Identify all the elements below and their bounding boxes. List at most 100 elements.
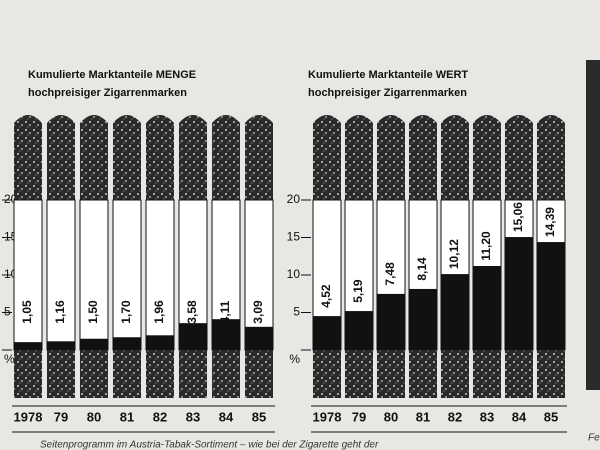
chart-title: Kumulierte Marktanteile WERT bbox=[308, 69, 468, 81]
cigar-bottom bbox=[14, 350, 42, 398]
x-tick-label: 79 bbox=[54, 409, 68, 424]
value-label: 1,05 bbox=[20, 300, 34, 324]
value-label: 15,06 bbox=[511, 202, 525, 232]
bar bbox=[47, 341, 75, 350]
bar bbox=[473, 266, 501, 350]
value-label: 1,50 bbox=[86, 300, 100, 324]
bar bbox=[179, 323, 207, 350]
bar bbox=[537, 242, 565, 350]
bar bbox=[441, 274, 469, 350]
cigar-top bbox=[313, 115, 341, 200]
bar bbox=[212, 319, 240, 350]
cigar-bottom bbox=[441, 350, 469, 398]
cigar-top bbox=[441, 115, 469, 200]
cigar-top bbox=[113, 115, 141, 200]
value-label: 7,48 bbox=[383, 262, 397, 286]
cigar-top bbox=[14, 115, 42, 200]
y-tick-label: 5 bbox=[293, 305, 300, 319]
x-tick-label: 83 bbox=[186, 409, 200, 424]
cigar-top bbox=[146, 115, 174, 200]
cigar-bottom bbox=[537, 350, 565, 398]
value-label: 1,70 bbox=[119, 300, 133, 324]
cigar-band bbox=[46, 199, 76, 351]
cigar-bottom bbox=[80, 350, 108, 398]
cigar-band bbox=[112, 199, 142, 351]
value-label: 4,11 bbox=[218, 300, 232, 323]
x-tick-label: 81 bbox=[416, 409, 430, 424]
y-tick-label: 15 bbox=[287, 230, 301, 244]
cigar-bottom bbox=[377, 350, 405, 398]
x-tick-label: 81 bbox=[120, 409, 134, 424]
value-label: 11,20 bbox=[479, 231, 493, 261]
x-tick-label: 1978 bbox=[313, 409, 342, 424]
cigar-bottom bbox=[212, 350, 240, 398]
cigar-top bbox=[505, 115, 533, 200]
value-label: 8,14 bbox=[415, 257, 429, 281]
side-text: Fe bbox=[588, 433, 600, 444]
value-label: 14,39 bbox=[543, 207, 557, 237]
bar bbox=[505, 237, 533, 350]
cigar-band bbox=[79, 199, 109, 351]
x-tick-label: 79 bbox=[352, 409, 366, 424]
cigar-top bbox=[80, 115, 108, 200]
bar bbox=[409, 288, 437, 350]
cigar-top bbox=[212, 115, 240, 200]
cigar-bottom bbox=[146, 350, 174, 398]
x-tick-label: 1978 bbox=[14, 409, 43, 424]
cigar-band bbox=[13, 199, 43, 351]
cigar-top bbox=[179, 115, 207, 200]
bar bbox=[14, 342, 42, 350]
cigar-bottom bbox=[113, 350, 141, 398]
value-label: 1,16 bbox=[53, 300, 67, 324]
x-tick-label: 84 bbox=[512, 409, 527, 424]
x-tick-label: 82 bbox=[448, 409, 462, 424]
chart-subtitle: hochpreisiger Zigarrenmarken bbox=[28, 87, 187, 99]
cigar-top bbox=[345, 115, 373, 200]
bar bbox=[146, 335, 174, 350]
cigar-bottom bbox=[179, 350, 207, 398]
y-tick-label: 5 bbox=[4, 305, 11, 319]
cigar-top bbox=[537, 115, 565, 200]
value-label: 3,09 bbox=[251, 300, 265, 324]
cigar-top bbox=[473, 115, 501, 200]
cigar-top bbox=[409, 115, 437, 200]
x-tick-label: 85 bbox=[252, 409, 266, 424]
cigar-band bbox=[244, 199, 274, 351]
cigar-top bbox=[245, 115, 273, 200]
x-tick-label: 85 bbox=[544, 409, 558, 424]
x-tick-label: 82 bbox=[153, 409, 167, 424]
cigar-top bbox=[377, 115, 405, 200]
value-label: 1,96 bbox=[152, 300, 166, 324]
y-tick-label: 10 bbox=[287, 267, 301, 281]
x-tick-label: 84 bbox=[219, 409, 234, 424]
caption: Seitenprogramm im Austria-Tabak-Sortimen… bbox=[40, 440, 379, 450]
bar bbox=[113, 337, 141, 350]
y-tick-label: % bbox=[4, 352, 15, 366]
bar bbox=[345, 311, 373, 350]
cigar-top bbox=[47, 115, 75, 200]
cigar-bottom bbox=[313, 350, 341, 398]
x-tick-label: 83 bbox=[480, 409, 494, 424]
bar bbox=[245, 326, 273, 350]
value-label: 5,19 bbox=[351, 279, 365, 303]
value-label: 3,58 bbox=[185, 300, 199, 324]
chart-title: Kumulierte Marktanteile MENGE bbox=[28, 69, 196, 81]
y-tick-label: 20 bbox=[287, 192, 301, 206]
cigar-band bbox=[145, 199, 175, 351]
cigar-bottom bbox=[47, 350, 75, 398]
bar bbox=[313, 316, 341, 350]
photo-edge bbox=[586, 60, 600, 390]
x-tick-label: 80 bbox=[384, 409, 398, 424]
cigar-bottom bbox=[409, 350, 437, 398]
cigar-bottom bbox=[345, 350, 373, 398]
y-tick-label: % bbox=[289, 352, 300, 366]
bar bbox=[377, 293, 405, 350]
x-tick-label: 80 bbox=[87, 409, 101, 424]
bar bbox=[80, 338, 108, 350]
cigar-bottom bbox=[505, 350, 533, 398]
cigar-bottom bbox=[245, 350, 273, 398]
cigar-bottom bbox=[473, 350, 501, 398]
chart-subtitle: hochpreisiger Zigarrenmarken bbox=[308, 87, 467, 99]
value-label: 4,52 bbox=[319, 284, 333, 308]
